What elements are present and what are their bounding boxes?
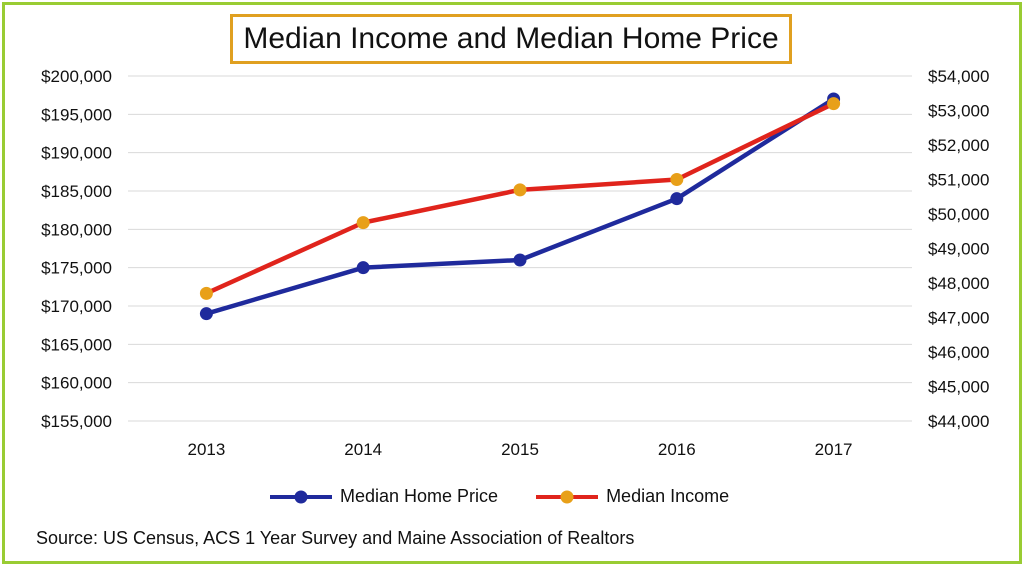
left-tick-label: $180,000 [41,220,112,239]
right-tick-label: $47,000 [928,309,989,328]
x-tick-label: 2017 [815,440,853,459]
x-tick-label: 2013 [187,440,225,459]
right-tick-label: $49,000 [928,240,989,259]
source-note: Source: US Census, ACS 1 Year Survey and… [36,528,635,548]
series-line-0 [205,97,835,316]
chart-title: Median Income and Median Home Price [243,22,779,55]
right-tick-label: $54,000 [928,67,989,86]
left-tick-label: $190,000 [41,144,112,163]
legend-home-price-label: Median Home Price [340,486,499,506]
right-tick-label: $51,000 [928,171,989,190]
legend-income-label: Median Income [606,486,730,506]
left-tick-label: $175,000 [41,259,112,278]
data-point-0 [513,253,527,267]
data-point-0 [670,192,684,206]
legend-home-price-symbol [270,490,332,503]
data-point-1 [513,183,527,197]
chart-title-box: Median Income and Median Home Price [230,14,792,64]
series-lines [205,97,835,316]
data-point-1 [199,286,213,300]
legend: Median Home Price Median Income [270,486,729,507]
legend-item-home-price: Median Home Price [270,486,498,507]
left-tick-label: $170,000 [41,297,112,316]
data-point-1 [356,216,370,230]
gridlines [128,75,912,422]
x-tick-label: 2016 [658,440,696,459]
right-tick-label: $46,000 [928,343,989,362]
right-tick-label: $48,000 [928,274,989,293]
data-point-0 [356,261,370,275]
left-tick-label: $160,000 [41,374,112,393]
series-markers [199,92,841,321]
legend-home-price-marker [294,490,308,503]
legend-item-income: Median Income [536,486,729,507]
x-tick-label: 2015 [501,440,539,459]
right-tick-label: $44,000 [928,412,989,431]
data-point-0 [199,307,213,321]
right-tick-label: $52,000 [928,136,989,155]
right-axis-ticks: $44,000 $45,000 $46,000 $47,000 $48,000 $49,0… [928,67,989,431]
left-axis-ticks: $155,000 $160,000 $165,000 $170,000 $175,000… [41,67,112,431]
right-tick-label: $45,000 [928,378,989,397]
right-tick-label: $50,000 [928,205,989,224]
x-axis-ticks: 2013 2014 2015 2016 2017 [187,440,852,459]
legend-income-marker [560,490,574,503]
left-tick-label: $200,000 [41,67,112,86]
left-tick-label: $195,000 [41,105,112,124]
x-tick-label: 2014 [344,440,382,459]
data-point-1 [670,173,684,186]
data-point-1 [827,97,841,111]
left-tick-label: $165,000 [41,335,112,354]
legend-income-symbol [536,490,599,503]
right-tick-label: $53,000 [928,102,989,121]
left-tick-label: $155,000 [41,412,112,431]
left-tick-label: $185,000 [41,182,112,201]
